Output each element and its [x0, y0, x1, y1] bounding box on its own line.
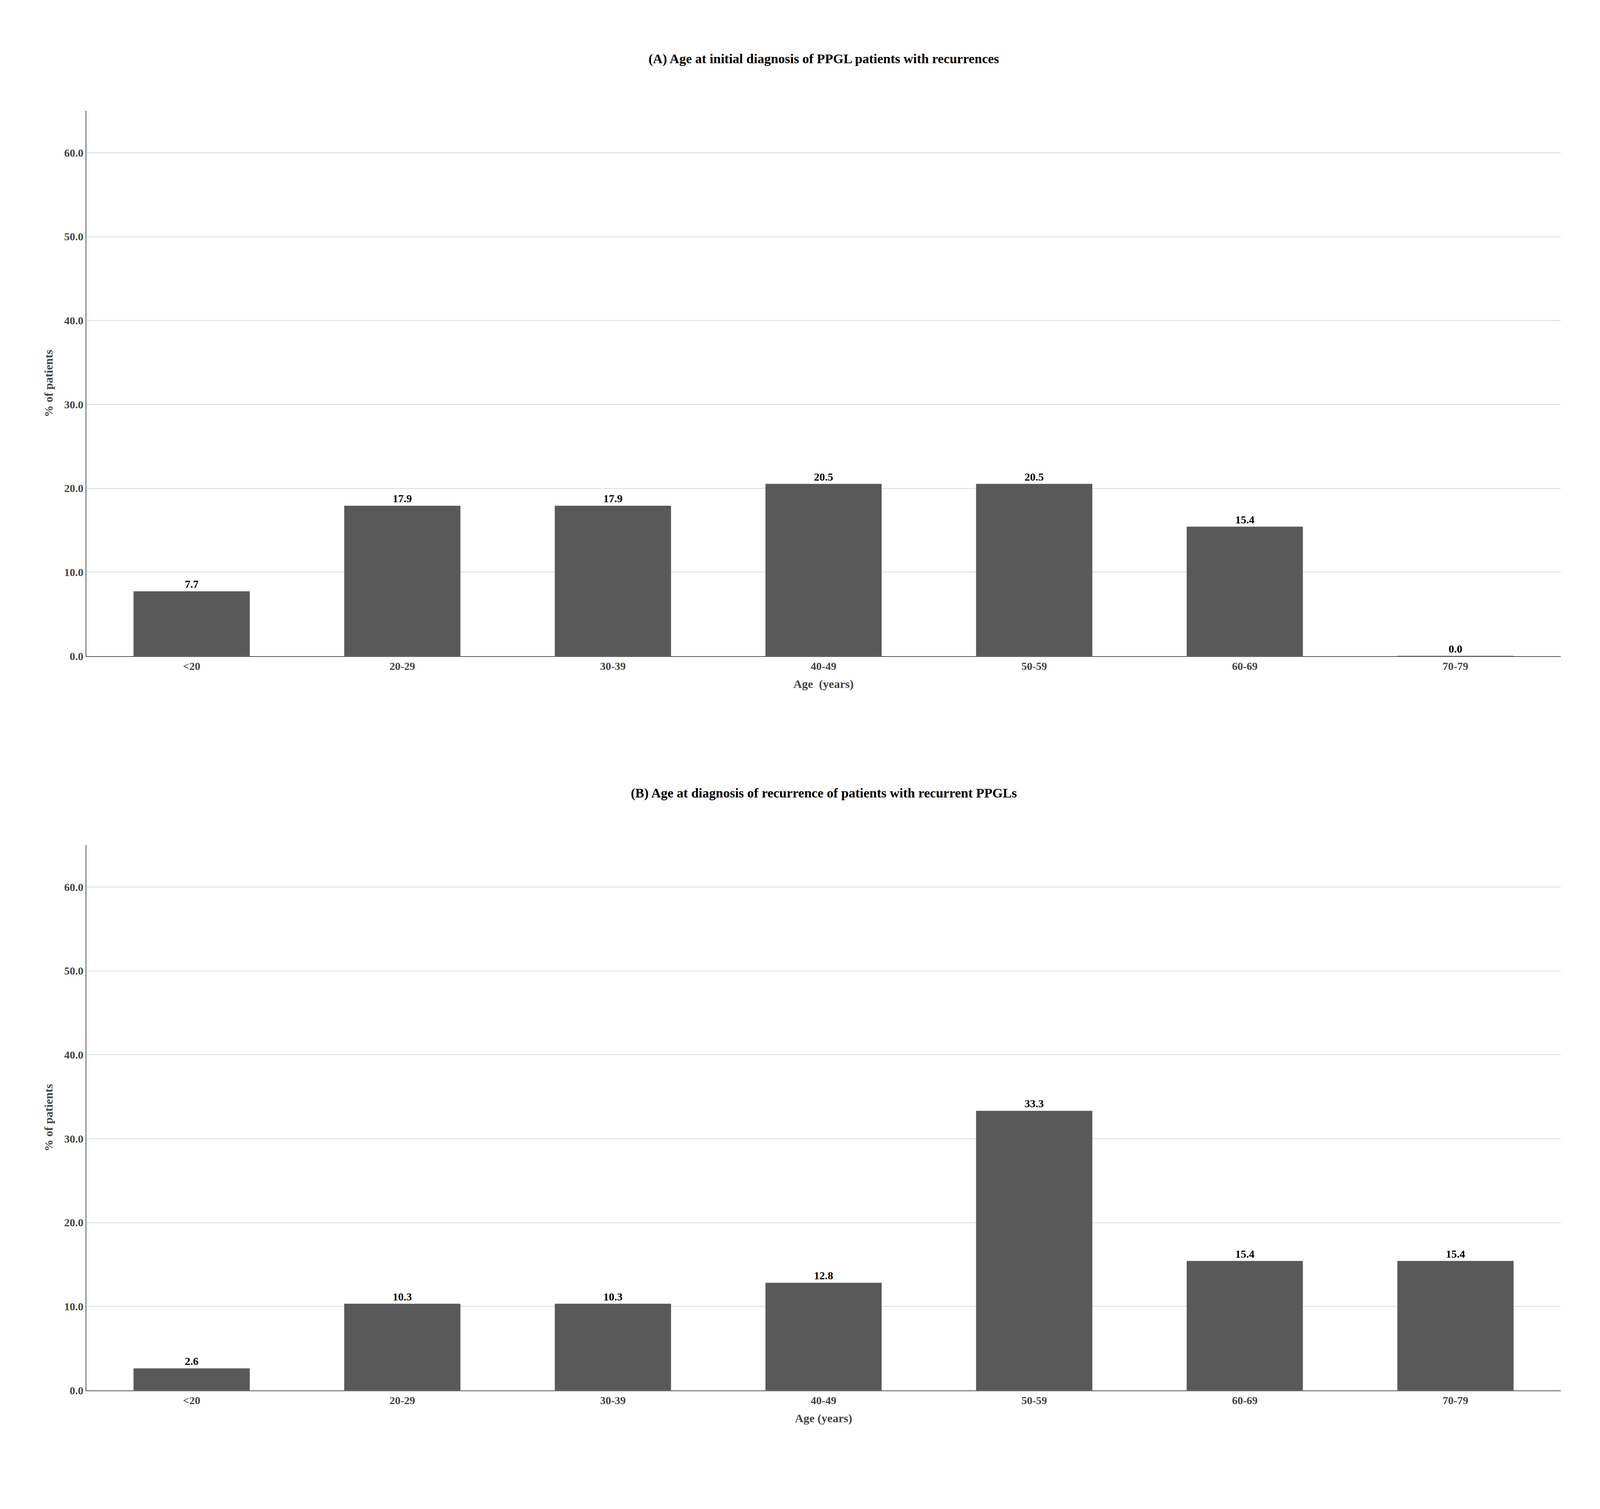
- svg-text:20.0: 20.0: [63, 482, 84, 495]
- svg-text:33.3: 33.3: [1024, 1097, 1044, 1110]
- svg-text:10.3: 10.3: [392, 1290, 412, 1303]
- svg-text:(A) Age at initial diagnosis o: (A) Age at initial diagnosis of PPGL pat…: [648, 51, 1000, 67]
- svg-text:17.9: 17.9: [603, 492, 623, 505]
- svg-text:17.9: 17.9: [392, 492, 412, 505]
- svg-text:60-69: 60-69: [1231, 659, 1258, 673]
- svg-text:40-49: 40-49: [810, 1393, 837, 1407]
- svg-text:30.0: 30.0: [63, 398, 84, 411]
- svg-text:30.0: 30.0: [63, 1132, 84, 1145]
- svg-text:60-69: 60-69: [1231, 1393, 1258, 1407]
- svg-text:50.0: 50.0: [63, 230, 84, 243]
- svg-text:20.0: 20.0: [63, 1216, 84, 1229]
- svg-text:% of patients: % of patients: [42, 1083, 55, 1152]
- svg-text:50.0: 50.0: [63, 964, 84, 977]
- svg-text:Age (years): Age (years): [794, 1411, 853, 1425]
- svg-text:<20: <20: [182, 659, 201, 673]
- svg-text:15.4: 15.4: [1235, 513, 1255, 526]
- svg-text:50-59: 50-59: [1021, 1393, 1047, 1407]
- svg-text:30-39: 30-39: [600, 1393, 626, 1407]
- svg-text:10.0: 10.0: [63, 566, 84, 579]
- svg-text:0.0: 0.0: [1448, 642, 1463, 655]
- svg-text:30-39: 30-39: [600, 659, 626, 673]
- svg-text:15.4: 15.4: [1445, 1247, 1465, 1260]
- svg-text:70-79: 70-79: [1442, 659, 1469, 673]
- svg-text:20.5: 20.5: [1024, 470, 1044, 483]
- svg-text:60.0: 60.0: [63, 146, 84, 159]
- svg-text:20-29: 20-29: [389, 659, 415, 673]
- svg-text:20.5: 20.5: [814, 470, 834, 483]
- svg-text:60.0: 60.0: [63, 880, 84, 894]
- svg-text:10.3: 10.3: [603, 1290, 623, 1303]
- svg-text:% of patients: % of patients: [42, 349, 55, 418]
- svg-text:40-49: 40-49: [810, 659, 837, 673]
- svg-text:Age (years): Age (years): [793, 677, 854, 691]
- svg-text:40.0: 40.0: [63, 314, 84, 327]
- svg-text:70-79: 70-79: [1442, 1393, 1469, 1407]
- svg-text:20-29: 20-29: [389, 1393, 415, 1407]
- svg-text:15.4: 15.4: [1235, 1247, 1255, 1260]
- svg-text:10.0: 10.0: [63, 1300, 84, 1313]
- svg-text:(B) Age at diagnosis of recurr: (B) Age at diagnosis of recurrence of pa…: [630, 785, 1017, 801]
- svg-text:2.6: 2.6: [184, 1354, 199, 1367]
- svg-text:7.7: 7.7: [184, 577, 199, 590]
- svg-text:<20: <20: [182, 1393, 201, 1407]
- svg-text:50-59: 50-59: [1021, 659, 1047, 673]
- svg-text:40.0: 40.0: [63, 1048, 84, 1061]
- svg-text:12.8: 12.8: [814, 1269, 834, 1282]
- svg-text:0.0: 0.0: [69, 650, 84, 663]
- svg-text:0.0: 0.0: [69, 1384, 84, 1397]
